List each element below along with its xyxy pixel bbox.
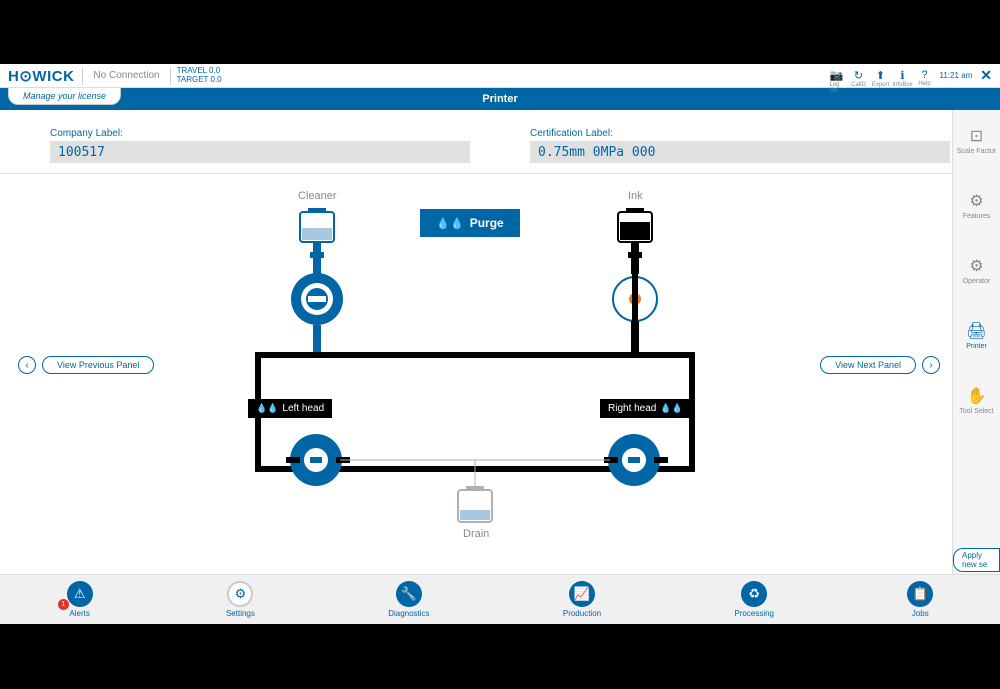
connection-status: No Connection [82, 67, 170, 85]
jobs-icon: 📋 [907, 581, 933, 607]
logo: H⊙WICK [0, 67, 82, 85]
cert-input[interactable] [530, 141, 950, 163]
top-header: H⊙WICK No Connection TRAVEL 0.0 TARGET 0… [0, 64, 1000, 88]
features-icon: ⚙ [969, 191, 983, 211]
right-sidebar: ⊡Scale Factor ⚙Features ⚙Operator 🖨Printer ✋… [952, 110, 1000, 590]
sidebar-item-features[interactable]: ⚙Features [953, 185, 1000, 226]
sidebar-item-scale-factor[interactable]: ⊡Scale Factor [953, 120, 1000, 161]
alerts-icon: ⚠ [67, 581, 93, 607]
processing-icon: ♻ [741, 581, 767, 607]
tool-select-icon: ✋ [967, 386, 987, 406]
sidebar-item-printer[interactable]: 🖨Printer [953, 315, 1000, 356]
help-icon[interactable]: ?Help [918, 69, 932, 83]
settings-icon: ⚙ [227, 581, 253, 607]
drops-icon: 💧💧 [256, 403, 278, 414]
infobox-icon[interactable]: ℹInfoBox [896, 69, 910, 83]
travel-target: TRAVEL 0.0 TARGET 0.0 [171, 67, 228, 85]
cert-label: Certification Label: [530, 128, 950, 139]
export-icon[interactable]: ⬆Export [874, 69, 888, 83]
page-title: Printer [0, 88, 1000, 110]
nav-settings[interactable]: ⚙Settings [226, 581, 255, 618]
production-icon: 📈 [569, 581, 595, 607]
diagram-area: 💧💧 Purge ‹ View Previous Panel View Next… [0, 174, 1000, 554]
company-input[interactable] [50, 141, 470, 163]
alert-badge: 1 [58, 599, 69, 610]
operator-icon: ⚙ [969, 256, 983, 276]
printer-diagram-svg [0, 174, 950, 554]
bottom-nav: ⚠Alerts1 ⚙Settings 🔧Diagnostics 📈Production… [0, 574, 1000, 624]
sidebar-item-operator[interactable]: ⚙Operator [953, 250, 1000, 291]
nav-processing[interactable]: ♻Processing [734, 581, 774, 618]
company-label: Company Label: [50, 128, 470, 139]
sidebar-item-tool-select[interactable]: ✋Tool Select [953, 380, 1000, 421]
form-row: Company Label: Certification Label: [0, 110, 1000, 174]
drops-icon: 💧💧 [660, 403, 682, 414]
drain-label: Drain [463, 528, 489, 540]
call-d-icon[interactable]: ↻CallD [852, 69, 866, 83]
apply-new-button[interactable]: Apply new se [953, 548, 1000, 572]
nav-alerts[interactable]: ⚠Alerts1 [67, 581, 93, 618]
nav-jobs[interactable]: 📋Jobs [907, 581, 933, 618]
diagnostics-icon: 🔧 [396, 581, 422, 607]
nav-production[interactable]: 📈Production [563, 581, 601, 618]
right-head-label: Right head 💧💧 [600, 399, 691, 418]
license-tab[interactable]: Manage your license [8, 88, 121, 105]
time-display: 11:21 am [940, 71, 973, 80]
scale-factor-icon: ⊡ [970, 126, 983, 146]
printer-icon: 🖨 [966, 321, 986, 341]
cleaner-label: Cleaner [298, 190, 337, 202]
close-icon[interactable]: ✕ [980, 67, 992, 84]
ink-label: Ink [628, 190, 643, 202]
log-on-icon[interactable]: 📷Log On [830, 69, 844, 83]
nav-diagnostics[interactable]: 🔧Diagnostics [388, 581, 429, 618]
left-head-label: 💧💧 Left head [248, 399, 332, 418]
